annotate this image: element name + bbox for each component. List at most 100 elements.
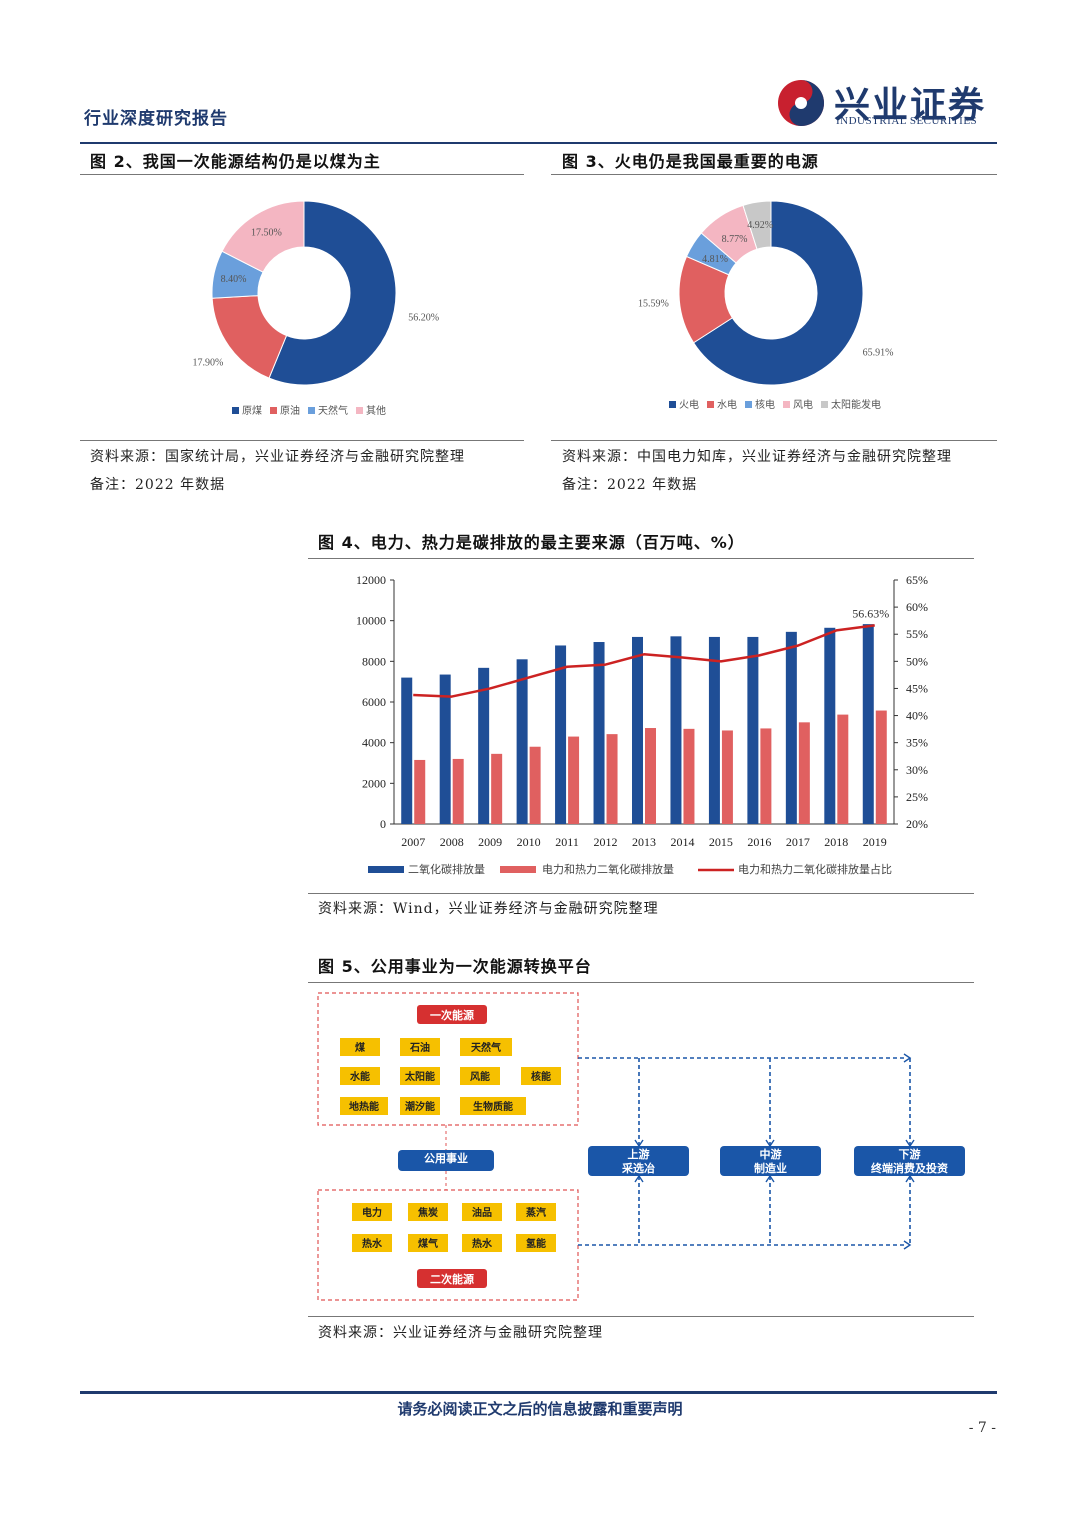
x-tick-label-2013: 2013 <box>632 835 656 849</box>
bar-co2-2011 <box>555 645 567 824</box>
arrow-down-icon <box>905 1139 915 1148</box>
energy-chip <box>521 1067 561 1085</box>
energy-chip-label: 蒸汽 <box>526 1206 546 1219</box>
fig3-title: 图 3、火电仍是我国最重要的电源 <box>562 152 819 171</box>
arrow-up-icon <box>765 1174 775 1183</box>
header-divider <box>80 142 997 144</box>
midstream-label: 制造业 <box>754 1161 787 1175</box>
legend-swatch-其他 <box>356 407 363 414</box>
right-tick-label: 60% <box>906 600 928 614</box>
left-tick-label: 10000 <box>356 614 386 628</box>
utility-label: 公用事业 <box>424 1151 468 1165</box>
logo-chinese-name: 兴业证券 <box>834 85 987 126</box>
right-tick-label: 45% <box>906 681 928 695</box>
fig4-source-rule <box>308 893 974 894</box>
fig3-source: 资料来源：中国电力知库，兴业证券经济与金融研究院整理 <box>562 449 952 465</box>
logo-mark-icon <box>778 80 824 126</box>
bar-power-heat-2013 <box>645 728 656 824</box>
slice-其他 <box>221 200 305 273</box>
slice-label-天然气: 8.40% <box>221 274 247 285</box>
slice-label-太阳能发电: 4.92% <box>747 220 773 231</box>
legend-swatch-火电 <box>669 401 676 408</box>
energy-chip <box>462 1203 502 1221</box>
energy-chip <box>516 1203 556 1221</box>
right-tick-label: 40% <box>906 709 928 723</box>
downstream-label: 终端消费及投资 <box>871 1161 948 1175</box>
bar-power-heat-2009 <box>491 753 503 824</box>
x-tick-label-2012: 2012 <box>594 835 618 849</box>
energy-chip <box>340 1067 380 1085</box>
fig2-title: 图 2、我国一次能源结构仍是以煤为主 <box>90 152 381 171</box>
x-tick-label-2007: 2007 <box>401 835 425 849</box>
energy-chip <box>340 1038 380 1056</box>
left-tick-label: 4000 <box>362 736 386 750</box>
legend-label-power-heat: 电力和热力二氧化碳排放量 <box>542 862 674 876</box>
energy-chip <box>460 1067 500 1085</box>
energy-chip-label: 核能 <box>531 1070 551 1083</box>
legend-label-原油: 原油 <box>280 404 300 417</box>
slice-label-原煤: 56.20% <box>408 313 439 324</box>
x-tick-label-2018: 2018 <box>824 835 848 849</box>
bar-co2-2017 <box>785 631 797 824</box>
energy-chip-label: 生物质能 <box>473 1100 513 1113</box>
bar-power-heat-2012 <box>606 734 618 824</box>
fig3-donut-chart: 65.91% 15.59% 4.81% 8.77% 4.92% 火电 水电 核电 风电 太阳能发电 <box>638 200 893 411</box>
upstream-box <box>588 1146 689 1176</box>
energy-chip-label: 天然气 <box>471 1041 501 1054</box>
energy-chip <box>462 1234 502 1252</box>
right-tick-label: 65% <box>906 573 928 587</box>
report-type-title: 行业深度研究报告 <box>84 109 228 129</box>
right-tick-label: 35% <box>906 736 928 750</box>
x-tick-label-2014: 2014 <box>670 835 694 849</box>
midstream-box <box>720 1146 821 1176</box>
arrow-up-icon <box>634 1174 644 1183</box>
legend-swatch-原煤 <box>232 407 239 414</box>
left-tick-label: 12000 <box>356 573 386 587</box>
slice-火电 <box>692 200 864 386</box>
primary-energy-label: 一次能源 <box>430 1008 474 1022</box>
x-tick-label-2009: 2009 <box>478 835 502 849</box>
energy-chip-label: 氢能 <box>526 1237 546 1250</box>
energy-chip-label: 石油 <box>409 1041 430 1054</box>
downstream-box <box>854 1146 965 1176</box>
slice-label-水电: 15.59% <box>638 299 669 310</box>
energy-chip <box>408 1203 448 1221</box>
bar-co2-2013 <box>632 636 643 824</box>
legend-swatch-power-heat <box>500 866 536 873</box>
bar-co2-2008 <box>439 674 451 824</box>
bar-power-heat-2018 <box>837 714 849 824</box>
slice-太阳能发电 <box>742 200 772 250</box>
bar-power-heat-2010 <box>529 746 541 824</box>
energy-chip <box>352 1203 392 1221</box>
bar-power-heat-2017 <box>798 722 810 824</box>
x-tick-label-2016: 2016 <box>747 835 771 849</box>
right-tick-label: 50% <box>906 654 928 668</box>
fig2-note: 备注：2022 年数据 <box>90 477 226 493</box>
right-tick-label: 55% <box>906 627 928 641</box>
bar-co2-2014 <box>670 636 682 824</box>
bar-power-heat-2007 <box>414 759 426 824</box>
energy-chip-label: 风能 <box>470 1070 490 1083</box>
energy-chip <box>516 1234 556 1252</box>
legend-label-火电: 火电 <box>679 398 699 411</box>
disclaimer-notice: 请务必阅读正文之后的信息披露和重要声明 <box>397 1400 683 1418</box>
arrow-up-icon <box>905 1174 915 1183</box>
bar-co2-2015 <box>708 636 720 824</box>
bar-co2-2016 <box>747 636 759 824</box>
slice-label-核电: 4.81% <box>702 254 728 265</box>
bar-power-heat-2015 <box>721 730 733 824</box>
legend-swatch-原油 <box>270 407 277 414</box>
legend-swatch-核电 <box>745 401 752 408</box>
upstream-label: 上游 <box>628 1147 650 1161</box>
right-tick-label: 20% <box>906 817 928 831</box>
left-tick-label: 2000 <box>362 776 386 790</box>
energy-chip-label: 电力 <box>362 1206 382 1219</box>
energy-chip-label: 水能 <box>349 1070 370 1083</box>
upstream-label: 采选冶 <box>621 1161 655 1175</box>
energy-chip-label: 油品 <box>472 1206 492 1219</box>
logo-english-name: INDUSTRIAL SECURITIES <box>836 115 978 127</box>
utility-box <box>398 1150 494 1171</box>
legend-label-其他: 其他 <box>366 404 386 417</box>
legend-label-风电: 风电 <box>793 398 813 411</box>
